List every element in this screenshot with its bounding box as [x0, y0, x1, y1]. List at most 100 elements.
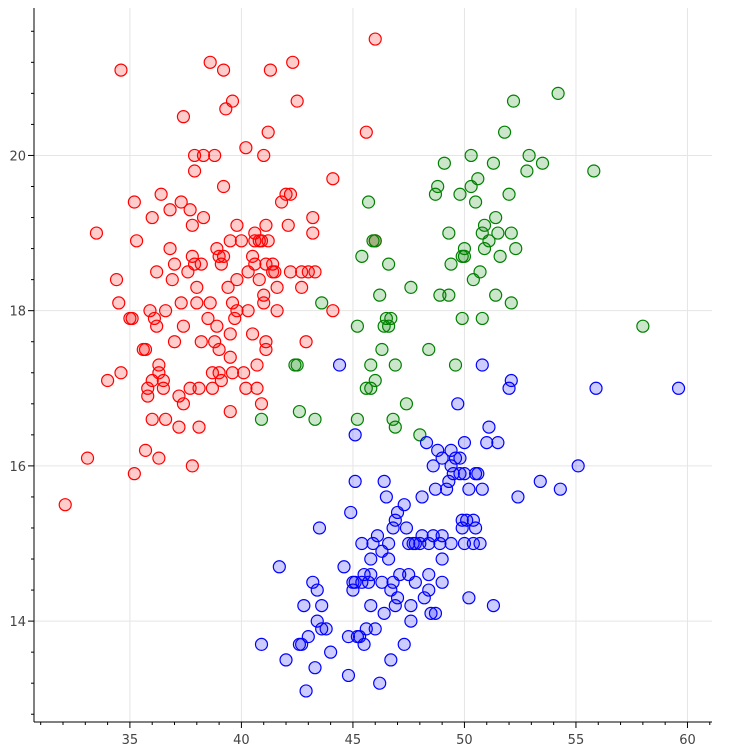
data-point — [388, 358, 402, 372]
data-point — [475, 358, 489, 372]
data-point — [254, 637, 269, 651]
data-point — [324, 645, 338, 659]
data-point — [315, 622, 329, 636]
data-point — [368, 622, 382, 636]
data-point — [295, 280, 309, 294]
data-point — [551, 86, 565, 100]
data-point — [308, 265, 322, 279]
data-point — [457, 249, 472, 263]
data-point — [388, 420, 402, 434]
data-point — [444, 536, 458, 551]
x-tick-label: 35 — [122, 733, 139, 748]
data-point — [228, 311, 242, 326]
y-tick-label: 20 — [9, 149, 26, 164]
data-point — [489, 288, 503, 302]
data-point — [388, 513, 402, 527]
data-point — [279, 187, 293, 201]
data-point — [143, 304, 157, 318]
data-point — [417, 591, 431, 605]
data-point — [154, 187, 168, 201]
data-point — [453, 187, 467, 201]
data-point — [397, 498, 411, 512]
data-point — [292, 404, 306, 419]
data-point — [350, 412, 364, 426]
data-point — [377, 606, 391, 620]
data-point — [453, 467, 467, 481]
data-point — [397, 637, 411, 651]
data-point — [190, 296, 204, 310]
data-point — [297, 598, 311, 613]
y-tick-label: 14 — [9, 615, 26, 630]
data-point — [163, 241, 177, 256]
data-point — [158, 412, 173, 426]
data-point — [382, 552, 396, 566]
data-point — [457, 536, 472, 551]
data-point — [455, 521, 469, 535]
data-point — [203, 55, 217, 69]
data-point — [308, 412, 322, 426]
data-point — [127, 195, 141, 209]
data-point — [150, 319, 164, 333]
data-point — [326, 172, 340, 186]
data-point — [183, 203, 197, 217]
data-point — [377, 474, 391, 489]
data-point — [435, 552, 449, 566]
data-point — [208, 148, 222, 163]
data-point — [223, 350, 237, 364]
data-point — [270, 280, 284, 294]
y-tick-label: 18 — [9, 305, 26, 320]
data-point — [230, 304, 244, 318]
data-point — [433, 536, 447, 551]
data-point — [491, 226, 505, 240]
data-point — [114, 63, 128, 77]
data-point — [185, 218, 199, 232]
data-point — [480, 436, 494, 450]
data-point — [589, 381, 603, 395]
data-point — [257, 288, 271, 302]
data-point — [359, 622, 373, 636]
data-point — [315, 598, 329, 613]
data-point — [190, 280, 204, 294]
data-point — [261, 125, 275, 139]
data-point — [348, 575, 362, 589]
data-point — [245, 327, 260, 341]
data-point — [283, 265, 298, 279]
data-point — [306, 575, 320, 589]
data-point — [404, 598, 418, 613]
data-point — [471, 467, 485, 481]
data-point — [482, 420, 496, 434]
data-point — [272, 560, 286, 574]
data-point — [138, 443, 153, 457]
data-point — [310, 614, 324, 628]
data-point — [587, 164, 601, 178]
data-point — [671, 381, 686, 395]
data-point — [364, 598, 378, 613]
data-point — [464, 148, 478, 163]
data-point — [486, 156, 501, 170]
data-point — [468, 521, 483, 535]
data-point — [254, 412, 269, 426]
data-point — [375, 575, 389, 589]
data-point — [225, 94, 240, 108]
data-point — [250, 381, 264, 395]
data-point — [183, 381, 197, 395]
data-point — [437, 156, 451, 170]
data-point — [212, 366, 226, 380]
data-point — [308, 661, 322, 675]
data-point — [431, 443, 445, 457]
data-point — [428, 482, 443, 496]
data-point — [261, 234, 275, 248]
data-point — [359, 125, 373, 139]
data-point — [212, 342, 226, 357]
data-point — [415, 490, 429, 504]
data-point — [174, 195, 188, 209]
data-point — [468, 195, 483, 209]
data-point — [448, 451, 463, 465]
data-point — [364, 358, 378, 372]
data-point — [145, 210, 159, 225]
data-point — [475, 311, 489, 326]
data-point — [150, 265, 164, 279]
data-point — [522, 148, 536, 163]
